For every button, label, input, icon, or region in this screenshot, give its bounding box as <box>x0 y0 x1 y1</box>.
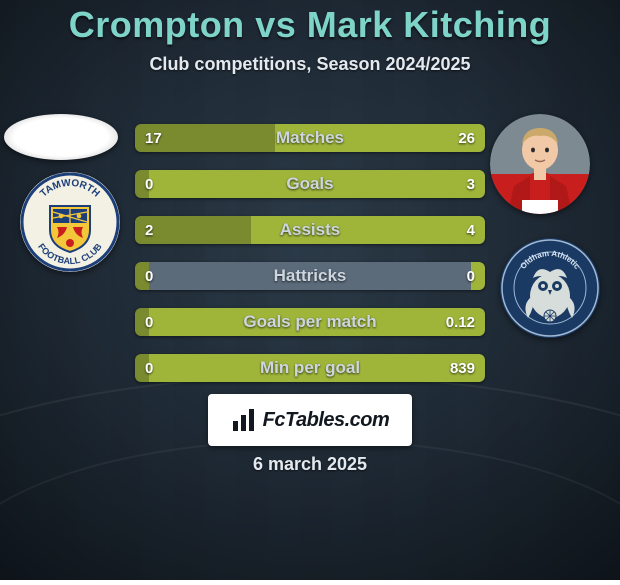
date: 6 march 2025 <box>253 454 367 475</box>
subtitle: Club competitions, Season 2024/2025 <box>0 54 620 75</box>
stat-label: Hattricks <box>135 262 485 290</box>
player-right-avatar <box>490 114 590 214</box>
club-badge-left: TAMWORTH FOOTBALL CLUB <box>20 172 120 272</box>
content: Crompton vs Mark Kitching Club competiti… <box>0 0 620 580</box>
stat-label: Goals per match <box>135 308 485 336</box>
page-title: Crompton vs Mark Kitching <box>0 4 620 46</box>
fctables-text: FcTables.com <box>263 409 390 432</box>
chart-bars-icon <box>231 407 257 433</box>
stat-label: Goals <box>135 170 485 198</box>
stat-label: Matches <box>135 124 485 152</box>
stat-label: Assists <box>135 216 485 244</box>
stat-row: 1726Matches <box>135 124 485 152</box>
player-left-avatar <box>4 114 118 160</box>
stat-row: 00.12Goals per match <box>135 308 485 336</box>
title-vs: vs <box>255 4 296 45</box>
stat-row: 00Hattricks <box>135 262 485 290</box>
title-player1: Crompton <box>69 4 245 45</box>
stat-row: 0839Min per goal <box>135 354 485 382</box>
title-player2: Mark Kitching <box>307 4 552 45</box>
stat-row: 03Goals <box>135 170 485 198</box>
stat-row: 24Assists <box>135 216 485 244</box>
stats-panel: 1726Matches 03Goals 24Assists 00Hattricks 00… <box>135 124 485 400</box>
club-badge-right: Oldham Athletic <box>500 238 600 338</box>
fctables-logo: FcTables.com <box>208 394 412 446</box>
stat-label: Min per goal <box>135 354 485 382</box>
